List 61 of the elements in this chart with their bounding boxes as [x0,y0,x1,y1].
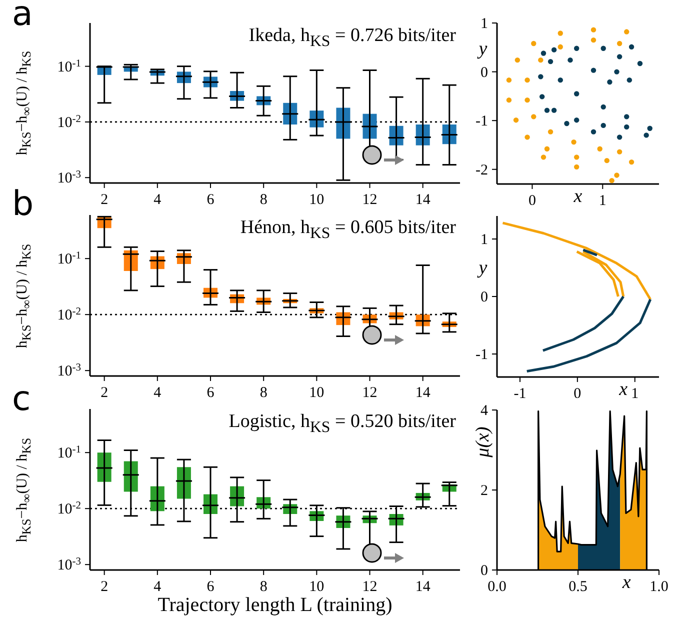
x-tick-label: 12 [362,579,378,595]
x-tick-label: 6 [206,579,215,595]
y-tick-label: 10$^{-2}$ [57,500,81,518]
x-tick-label: 2 [100,192,108,208]
y-tick-label: -1 [476,347,488,363]
x-tick-label: -1 [514,386,526,402]
y-tick-label: 2 [480,483,488,499]
y-tick-label: 10$^{-1}$ [57,444,81,462]
y-tick-label: 10$^{-1}$ [57,58,81,76]
y-axis-title: y [478,257,488,278]
y-tick-label: 10$^{-3}$ [57,556,81,574]
x-tick-label: 12 [362,192,378,208]
y-tick-label: 0 [480,64,488,81]
y-tick-label: -2 [476,162,488,178]
x-tick-label: 8 [260,385,268,401]
x-tick-label: 10 [309,192,324,208]
y-tick-label: 10$^{-2}$ [57,306,81,324]
chart-title: Logistic, h$_{KS}$ = 0.520 bits/iter [228,411,456,437]
chart-title: Hénon, h$_{KS}$ = 0.605 bits/iter [240,217,456,243]
y-tick-label: 10$^{-1}$ [57,250,81,268]
y-tick-label: -1 [476,114,488,130]
x-tick-label: 8 [260,579,268,595]
x-tick-label: 1 [631,386,639,402]
y-axis-title: y [478,38,488,60]
x-tick-label: 14 [415,385,431,401]
x-tick-label: 14 [415,579,431,595]
x-tick-label: 0.5 [568,579,588,595]
y-tick-label: 4 [480,403,488,419]
x-axis-title: x [572,186,583,207]
x-tick-label: 10 [309,385,324,401]
x-axis-title: Trajectory length L (training) [158,594,392,616]
x-tick-label: 1.0 [650,579,668,595]
x-tick-label: 2 [100,579,108,595]
text: c [12,379,31,419]
y-tick-label: 10$^{-3}$ [57,362,81,380]
x-tick-label: 1 [598,193,606,209]
x-tick-label: 0.0 [488,579,506,595]
y-tick-label: 10$^{-3}$ [57,169,81,187]
x-tick-label: 4 [154,579,162,595]
x-tick-label: 6 [206,385,215,401]
text: a [12,0,33,34]
x-tick-label: 8 [260,192,268,208]
x-tick-label: 14 [415,192,431,208]
y-tick-label: 1 [480,232,488,248]
x-tick-label: 0 [528,193,536,209]
y-tick-label: 1 [480,16,488,32]
x-tick-label: 12 [362,385,378,401]
text: b [12,184,34,224]
y-axis-title: μ(x) [472,426,494,458]
x-axis-title: x [621,572,632,593]
y-tick-label: 0 [480,563,488,579]
x-axis-title: x [618,379,628,400]
x-tick-label: 4 [154,385,162,401]
y-tick-label: 10$^{-2}$ [57,113,81,131]
x-tick-label: 6 [206,192,215,208]
x-tick-label: 0 [574,386,582,402]
x-tick-label: 2 [100,385,108,401]
y-tick-label: 0 [480,290,488,306]
x-tick-label: 4 [154,192,162,208]
x-tick-label: 10 [309,579,324,595]
chart-title: Ikeda, h$_{KS}$ = 0.726 bits/iter [248,25,456,51]
